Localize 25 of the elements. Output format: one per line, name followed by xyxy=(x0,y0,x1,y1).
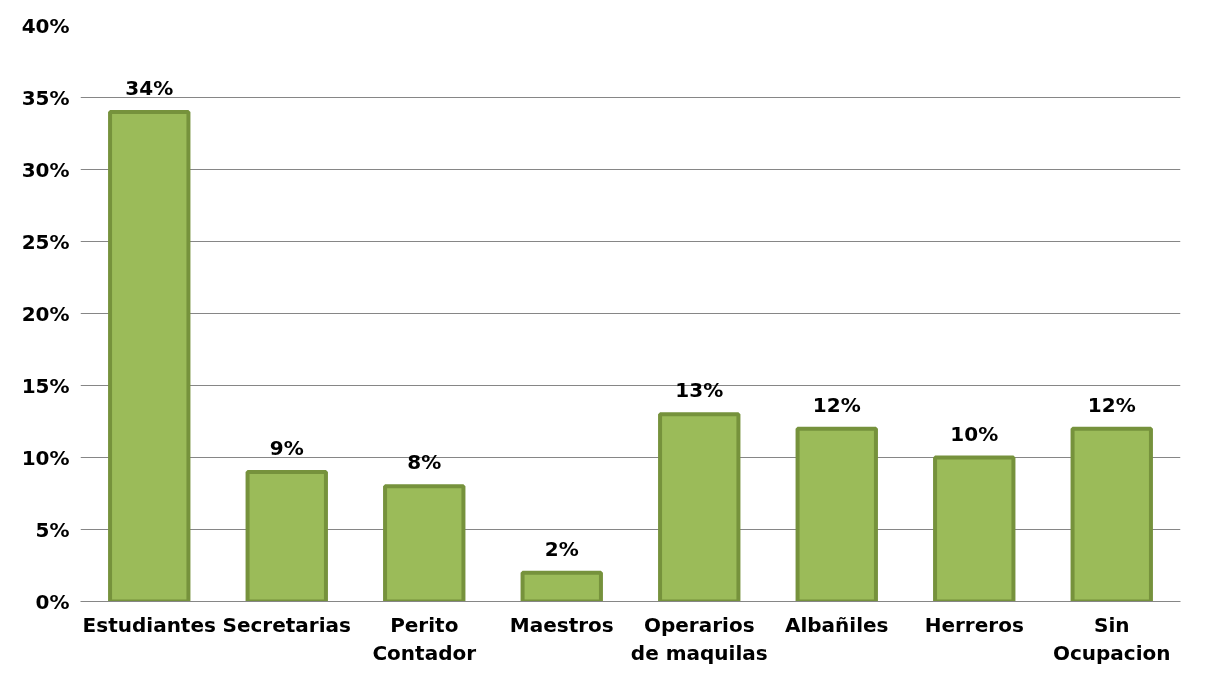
x-tick-label: Operarios de maquilas xyxy=(630,612,768,666)
data-label: 9% xyxy=(269,435,304,460)
data-label: 34% xyxy=(125,75,174,100)
x-tick-label: Perito Contador xyxy=(372,612,477,666)
y-tick-label: 0% xyxy=(35,589,70,614)
data-label: 12% xyxy=(812,392,861,417)
y-tick-label: 40% xyxy=(21,13,70,38)
y-tick-label: 5% xyxy=(35,517,70,542)
data-label: 13% xyxy=(675,378,724,403)
x-tick-label: Secretarias xyxy=(222,612,351,637)
y-tick-label: 25% xyxy=(21,229,70,254)
x-tick-label: Maestros xyxy=(509,612,614,637)
y-tick-label: 10% xyxy=(21,445,70,470)
x-tick-label: Herreros xyxy=(924,612,1024,637)
data-label: 12% xyxy=(1087,392,1136,417)
data-label: 10% xyxy=(950,421,999,446)
x-tick-label: Albañiles xyxy=(784,612,889,637)
y-tick-label: 35% xyxy=(21,85,70,110)
y-tick-label: 15% xyxy=(21,373,70,398)
data-label: 8% xyxy=(407,450,442,475)
data-label: 2% xyxy=(544,536,579,561)
y-tick-label: 20% xyxy=(21,301,70,326)
y-tick-label: 30% xyxy=(21,157,70,182)
x-tick-label: Estudiantes xyxy=(82,612,216,637)
x-tick-label: Sin Ocupacion xyxy=(1052,612,1171,666)
